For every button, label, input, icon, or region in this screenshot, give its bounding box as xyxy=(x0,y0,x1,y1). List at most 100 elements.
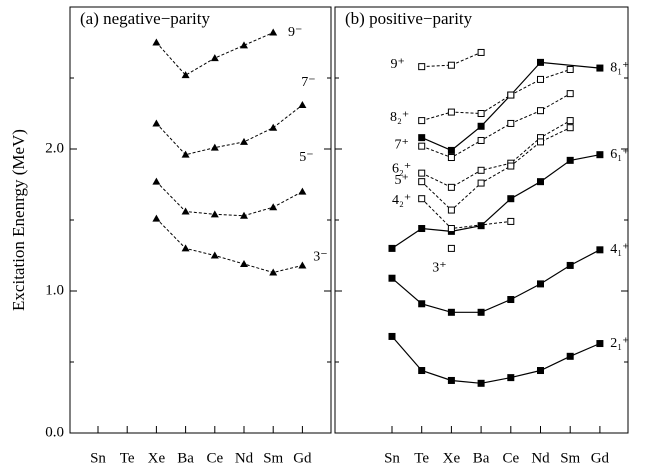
level-label: 5⁺ xyxy=(395,173,409,188)
point xyxy=(537,138,544,146)
level-label: 4₁⁺ xyxy=(610,242,629,257)
point xyxy=(537,280,544,288)
point xyxy=(418,117,426,125)
point xyxy=(477,110,485,117)
point xyxy=(477,48,485,56)
point xyxy=(269,123,278,131)
point xyxy=(537,367,544,375)
point xyxy=(566,156,574,164)
point xyxy=(240,211,248,219)
point xyxy=(447,376,455,384)
level-label: 6₁⁺ xyxy=(610,147,629,162)
point xyxy=(477,179,485,187)
point xyxy=(240,41,248,49)
y-tick-label: 1.0 xyxy=(45,282,64,298)
point xyxy=(181,150,190,158)
point xyxy=(210,54,219,62)
point xyxy=(596,64,604,72)
point xyxy=(152,38,161,46)
series-line xyxy=(156,181,303,217)
point xyxy=(566,352,574,360)
point xyxy=(210,143,219,151)
x-tick-label: Ba xyxy=(473,450,490,466)
point xyxy=(418,169,426,177)
level-label: 5⁻ xyxy=(299,150,313,165)
level-label: 6₂⁺ xyxy=(392,161,411,176)
point xyxy=(418,134,426,142)
series-line xyxy=(421,61,600,152)
point xyxy=(537,58,544,66)
x-tick-label: Xe xyxy=(148,450,166,466)
point xyxy=(447,225,455,233)
level-label: 2₁⁺ xyxy=(610,336,629,351)
level-label: 8₁⁺ xyxy=(610,60,629,75)
point xyxy=(210,251,219,259)
point xyxy=(507,119,515,127)
point xyxy=(447,244,455,252)
point xyxy=(210,210,219,218)
point xyxy=(269,28,278,36)
y-axis-label: Excitation Enenrgy (MeV) xyxy=(9,129,28,311)
y-tick-label: 2.0 xyxy=(45,140,64,156)
level-label: 3⁻ xyxy=(313,250,327,265)
x-tick-label: Gd xyxy=(293,450,312,466)
point xyxy=(596,340,604,348)
series-line xyxy=(421,69,571,122)
panel-frame xyxy=(69,6,332,434)
point xyxy=(418,142,426,150)
point xyxy=(418,178,426,186)
x-tick-label: Ce xyxy=(502,450,519,466)
point xyxy=(388,244,396,252)
point xyxy=(418,367,426,375)
point xyxy=(507,374,515,382)
panel-title: (b) positive−parity xyxy=(345,9,473,28)
point xyxy=(447,146,455,154)
x-tick-label: Sm xyxy=(560,450,580,466)
point xyxy=(418,225,426,233)
point xyxy=(181,71,190,79)
point xyxy=(566,117,574,125)
point xyxy=(477,379,485,387)
point xyxy=(298,187,307,195)
x-tick-label: Gd xyxy=(591,450,610,466)
point xyxy=(537,178,544,186)
series-line xyxy=(421,120,571,188)
point xyxy=(298,100,307,108)
series-line xyxy=(421,127,571,211)
point xyxy=(152,177,161,185)
x-tick-label: Nd xyxy=(235,450,254,466)
x-tick-label: Ba xyxy=(177,450,194,466)
point xyxy=(566,90,574,98)
point xyxy=(507,91,515,99)
series-line xyxy=(391,336,601,384)
x-tick-label: Sn xyxy=(384,450,400,466)
y-tick-label: 0.0 xyxy=(45,424,64,440)
x-tick-label: Ce xyxy=(206,450,223,466)
x-tick-label: Sn xyxy=(90,450,106,466)
panel-frame xyxy=(334,6,629,434)
series-line xyxy=(421,93,571,159)
x-tick-label: Xe xyxy=(443,450,461,466)
point xyxy=(447,154,455,162)
level-label: 9⁻ xyxy=(288,25,302,40)
point xyxy=(240,260,248,268)
level-label: 7⁻ xyxy=(301,75,315,90)
level-label: 8₂⁺ xyxy=(390,110,409,125)
point xyxy=(477,222,485,230)
series-line xyxy=(421,198,511,230)
point xyxy=(507,195,515,203)
point xyxy=(181,207,190,215)
point xyxy=(507,296,515,304)
series-line xyxy=(391,154,601,249)
point xyxy=(269,268,278,276)
series-line xyxy=(156,32,274,76)
x-tick-label: Sm xyxy=(263,450,283,466)
series-line xyxy=(156,104,303,156)
series-line xyxy=(156,218,303,274)
x-tick-label: Te xyxy=(414,450,429,466)
point xyxy=(477,122,485,130)
series-line xyxy=(391,249,601,313)
point xyxy=(418,63,426,71)
panel-title: (a) negative−parity xyxy=(80,9,210,28)
